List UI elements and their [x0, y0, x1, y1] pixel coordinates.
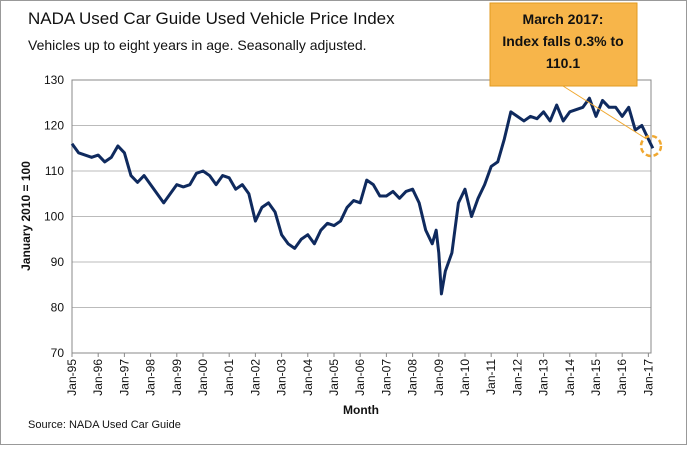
callout-box	[489, 2, 638, 87]
chart-title: NADA Used Car Guide Used Vehicle Price I…	[28, 9, 395, 28]
chart-subtitle: Vehicles up to eight years in age. Seaso…	[28, 37, 367, 53]
x-tick-label: Jan-09	[432, 359, 446, 396]
y-tick-label: 110	[45, 164, 64, 178]
x-tick-label: Jan-05	[327, 359, 341, 396]
x-tick-label: Jan-06	[353, 359, 367, 396]
x-tick-label: Jan-00	[196, 359, 210, 396]
callout-line	[562, 85, 646, 139]
x-tick-label: Jan-10	[458, 359, 472, 396]
y-tick-label: 120	[44, 119, 64, 133]
x-tick-label: Jan-12	[510, 359, 524, 396]
callout-text: March 2017:	[523, 11, 604, 27]
y-tick-label: 70	[51, 346, 65, 360]
x-tick-label: Jan-97	[117, 359, 131, 396]
x-axis-label: Month	[343, 403, 379, 417]
source-note: Source: NADA Used Car Guide	[28, 419, 181, 431]
x-tick-label: Jan-16	[615, 359, 629, 396]
y-axis-label: January 2010 = 100	[19, 161, 33, 271]
x-tick-label: Jan-07	[379, 359, 393, 396]
x-tick-label: Jan-99	[170, 359, 184, 396]
callout-text: 110.1	[546, 55, 580, 71]
x-tick-label: Jan-15	[589, 359, 603, 396]
plot-frame	[71, 79, 652, 354]
x-tick-label: Jan-95	[65, 359, 79, 396]
x-tick-label: Jan-04	[301, 359, 315, 396]
x-tick-label: Jan-02	[248, 359, 262, 396]
data-line	[70, 96, 655, 296]
callout-circle	[639, 134, 663, 158]
x-tick-label: Jan-01	[222, 359, 236, 396]
callout-text: Index falls 0.3% to	[502, 33, 623, 49]
x-tick-label: Jan-17	[641, 359, 655, 396]
x-tick-label: Jan-14	[563, 359, 577, 396]
y-tick-label: 80	[51, 301, 65, 315]
y-tick-label: 130	[44, 73, 64, 87]
x-tick-label: Jan-96	[91, 359, 105, 396]
x-tick-label: Jan-08	[406, 359, 420, 396]
y-tick-label: 90	[51, 255, 65, 269]
y-tick-label: 100	[44, 210, 64, 224]
x-tick-label: Jan-11	[484, 359, 498, 395]
x-tick-label: Jan-13	[537, 359, 551, 396]
x-tick-label: Jan-03	[275, 359, 289, 396]
x-tick-label: Jan-98	[144, 359, 158, 396]
